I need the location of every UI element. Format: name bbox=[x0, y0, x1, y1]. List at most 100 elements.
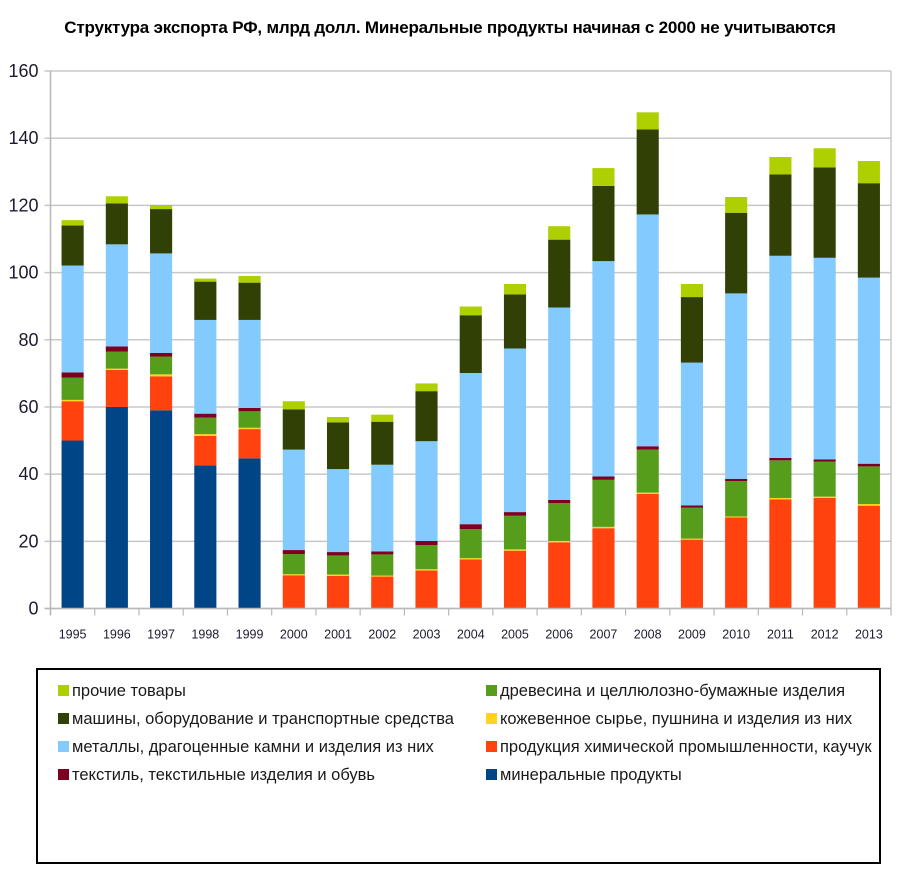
bar-segment bbox=[415, 545, 438, 570]
bar-segment bbox=[150, 205, 173, 210]
bar-segment bbox=[194, 413, 217, 418]
bar-segment bbox=[636, 449, 659, 493]
bar-segment bbox=[503, 283, 527, 295]
bar-segment bbox=[326, 422, 350, 470]
bar-segment bbox=[769, 255, 792, 458]
bar-segment bbox=[415, 441, 438, 541]
bar-segment bbox=[415, 540, 438, 546]
axes bbox=[44, 71, 892, 616]
bar-segment bbox=[459, 524, 482, 530]
legend-item: минеральные продукты bbox=[486, 764, 886, 786]
x-tick-label: 2006 bbox=[545, 628, 573, 642]
y-tick-label: 60 bbox=[18, 397, 38, 417]
bar-segment bbox=[857, 463, 880, 467]
bar-segment bbox=[150, 352, 173, 357]
bar-segment bbox=[326, 575, 350, 609]
bar-segment bbox=[326, 574, 350, 576]
x-tick-label: 2001 bbox=[324, 628, 352, 642]
bar-segment bbox=[459, 529, 482, 559]
x-tick-label: 2003 bbox=[413, 628, 441, 642]
bar-segment bbox=[813, 167, 836, 258]
bar-segment bbox=[769, 497, 792, 500]
bar-segment bbox=[857, 277, 880, 464]
bar-segment bbox=[61, 377, 84, 400]
bar-segment bbox=[636, 493, 659, 609]
bar-segment bbox=[680, 505, 703, 508]
bar-segment bbox=[636, 112, 659, 130]
x-tick-label: 2012 bbox=[811, 628, 839, 642]
legend-label: текстиль, текстильные изделия и обувь bbox=[72, 766, 376, 784]
bar-segment bbox=[725, 481, 748, 517]
legend-swatch bbox=[486, 769, 497, 780]
bar-segment bbox=[326, 417, 350, 423]
bar-segment bbox=[415, 569, 438, 571]
bar-segment bbox=[725, 196, 748, 213]
legend-swatch bbox=[58, 741, 69, 752]
bar-segment bbox=[194, 319, 217, 414]
legend-swatch bbox=[58, 685, 69, 696]
legend-label: металлы, драгоценные камни и изделия из … bbox=[72, 738, 434, 756]
bar-segment bbox=[592, 168, 615, 186]
bar-segment bbox=[371, 414, 394, 422]
legend-swatch bbox=[58, 713, 69, 724]
bar-segment bbox=[194, 434, 217, 436]
bar-segment bbox=[326, 469, 350, 553]
bar-segment bbox=[105, 351, 128, 369]
legend-label: продукция химической промышленности, кау… bbox=[500, 738, 872, 756]
x-tick-label: 2008 bbox=[634, 628, 662, 642]
bar-segment bbox=[282, 575, 305, 609]
bar-segment bbox=[503, 515, 527, 550]
bar-segment bbox=[548, 540, 571, 543]
bar-segment bbox=[503, 348, 527, 513]
x-tick-label: 2002 bbox=[368, 628, 396, 642]
legend-swatch bbox=[486, 685, 497, 696]
bar-segment bbox=[769, 174, 792, 256]
bar-segment bbox=[194, 281, 217, 320]
legend: прочие товары машины, оборудование и тра… bbox=[36, 668, 881, 864]
bar-segment bbox=[61, 225, 84, 266]
legend-column-left: прочие товары машины, оборудование и тра… bbox=[58, 680, 458, 792]
bar-segment bbox=[503, 512, 527, 516]
x-tick-label: 1998 bbox=[191, 628, 219, 642]
bar-segment bbox=[680, 538, 703, 540]
y-tick-label: 100 bbox=[8, 263, 38, 283]
bar-segment bbox=[150, 376, 173, 411]
bar-segment bbox=[238, 282, 261, 320]
bar-segment bbox=[326, 555, 350, 575]
legend-swatch bbox=[486, 713, 497, 724]
bar-segment bbox=[503, 550, 527, 609]
bar-segment bbox=[813, 459, 836, 462]
bar-segment bbox=[813, 461, 836, 497]
bar-segment bbox=[548, 307, 571, 500]
bar-segment bbox=[150, 253, 173, 353]
bar-segment bbox=[415, 383, 438, 392]
bar-segment bbox=[282, 550, 305, 555]
bar-segment bbox=[282, 401, 305, 410]
bar-segment bbox=[282, 554, 305, 575]
bar-segment bbox=[238, 427, 261, 430]
x-tick-labels: 1995 1996 1997 1998 1999 2000 2001 2002 2003 2004… bbox=[59, 628, 883, 642]
y-tick-label: 20 bbox=[18, 531, 38, 551]
legend-label: кожевенное сырье, пушнина и изделия из н… bbox=[500, 710, 853, 728]
x-tick-label: 2007 bbox=[590, 628, 618, 642]
bar-segment bbox=[459, 558, 482, 560]
bar-segment bbox=[238, 429, 261, 459]
legend-item: металлы, драгоценные камни и изделия из … bbox=[58, 736, 458, 758]
bar-segment bbox=[105, 244, 128, 347]
legend-item: текстиль, текстильные изделия и обувь bbox=[58, 764, 458, 786]
bar-segment bbox=[680, 507, 703, 539]
bar-segment bbox=[857, 466, 880, 505]
x-tick-label: 2009 bbox=[678, 628, 706, 642]
x-tick-label: 2010 bbox=[722, 628, 750, 642]
bar-segment bbox=[592, 476, 615, 480]
bar-segment bbox=[61, 399, 84, 402]
legend-label: древесина и целлюлозно-бумажные изделия bbox=[500, 682, 846, 700]
y-tick-labels: 0 20 40 60 80 100 120 140 160 bbox=[8, 61, 38, 619]
x-tick-label: 1996 bbox=[103, 628, 131, 642]
bar-segment bbox=[680, 362, 703, 506]
y-tick-label: 0 bbox=[28, 599, 38, 619]
bar-segment bbox=[636, 446, 659, 450]
y-tick-label: 160 bbox=[8, 61, 38, 81]
bar-segment bbox=[503, 294, 527, 349]
